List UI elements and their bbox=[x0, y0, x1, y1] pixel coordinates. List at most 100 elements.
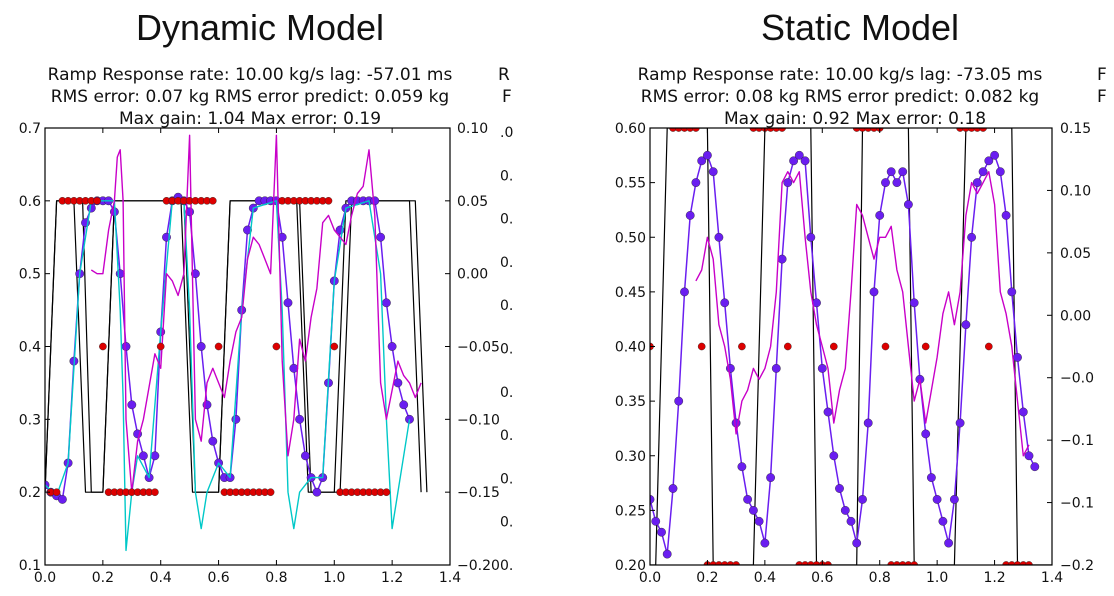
data-point-2-27 bbox=[196, 342, 206, 351]
data-point-1-36 bbox=[852, 538, 862, 548]
data-point-2-42 bbox=[283, 298, 293, 308]
data-point-3-12 bbox=[732, 561, 740, 565]
data-point-3-9 bbox=[715, 561, 723, 565]
data-point-1-38 bbox=[863, 418, 873, 428]
x-tick-label: 1.0 bbox=[926, 570, 948, 586]
y-tick-label: 0.1 bbox=[19, 558, 41, 574]
data-point-2-47 bbox=[312, 487, 322, 497]
x-tick-label: 0.8 bbox=[869, 570, 891, 586]
data-point-2-58 bbox=[376, 232, 385, 242]
data-point-1-53 bbox=[950, 494, 959, 504]
data-point-1-16 bbox=[737, 462, 747, 472]
x-tick-label: 0.4 bbox=[754, 570, 776, 586]
data-point-3-23 bbox=[807, 561, 815, 565]
y3-tick-label: 0. bbox=[500, 428, 513, 444]
y-tick-label: 0.30 bbox=[615, 449, 646, 465]
subtitle-overflow-1: R bbox=[498, 65, 510, 85]
data-point-1-51 bbox=[938, 516, 948, 526]
y3-tick-label: 0. bbox=[500, 212, 513, 228]
data-point-2-26 bbox=[190, 269, 200, 279]
data-point-5-49 bbox=[330, 342, 339, 351]
y2-tick-label: −0.1 bbox=[1060, 433, 1094, 449]
data-point-3-50 bbox=[1025, 561, 1033, 565]
series-line-2 bbox=[695, 170, 1030, 457]
subtitle-line-2: RMS error: 0.08 kg RMS error predict: 0.… bbox=[641, 87, 1039, 107]
subtitle-line-1: Ramp Response rate: 10.00 kg/s lag: -73.… bbox=[638, 65, 1043, 85]
y-tick-label: 0.5 bbox=[19, 267, 41, 283]
data-point-2-13 bbox=[115, 269, 125, 279]
y3-tick-label: 0. bbox=[500, 558, 513, 574]
y-tick-label: 0.25 bbox=[615, 503, 646, 519]
data-point-1-42 bbox=[886, 167, 896, 177]
subtitle-line-3: Max gain: 0.92 Max error: 0.18 bbox=[724, 109, 986, 129]
data-point-1-27 bbox=[800, 156, 810, 166]
data-point-1-32 bbox=[829, 451, 839, 461]
y-tick-label: 0.7 bbox=[19, 121, 41, 137]
data-point-2-3 bbox=[58, 494, 67, 504]
dynamic-model-chart: Dynamic Model Ramp Response rate: 10.00 … bbox=[19, 7, 514, 586]
data-point-2-33 bbox=[231, 414, 241, 424]
data-point-1-30 bbox=[817, 363, 827, 373]
data-point-1-45 bbox=[904, 200, 913, 209]
y2-tick-label: 0.05 bbox=[1060, 246, 1091, 262]
y2-tick-label: −0.1 bbox=[1060, 496, 1094, 512]
data-point-3-39 bbox=[921, 342, 930, 351]
y3-tick-label: 0. bbox=[500, 255, 513, 271]
x-tick-label: 0.6 bbox=[811, 570, 833, 586]
data-point-2-62 bbox=[399, 400, 409, 410]
y2-tick-label: 0.10 bbox=[457, 121, 488, 137]
data-point-1-35 bbox=[846, 516, 856, 526]
data-point-1-13 bbox=[720, 298, 730, 308]
data-point-1-8 bbox=[691, 178, 701, 188]
series-line-1 bbox=[45, 200, 422, 493]
data-point-1-50 bbox=[932, 494, 942, 504]
y-tick-label: 0.20 bbox=[615, 558, 646, 574]
data-point-1-52 bbox=[944, 538, 953, 548]
data-point-1-6 bbox=[680, 287, 689, 297]
data-point-3-49 bbox=[1019, 561, 1028, 565]
data-point-2-45 bbox=[300, 451, 310, 461]
data-point-2-17 bbox=[138, 451, 148, 461]
y-tick-label: 0.55 bbox=[615, 176, 646, 192]
data-point-1-22 bbox=[771, 363, 781, 373]
data-point-1-41 bbox=[881, 178, 890, 188]
data-point-1-43 bbox=[892, 178, 902, 188]
data-point-1-44 bbox=[898, 167, 908, 177]
data-point-1-1 bbox=[651, 516, 661, 526]
data-point-3-20 bbox=[784, 342, 792, 351]
data-point-1-46 bbox=[909, 298, 919, 308]
subtitle-line-1: Ramp Response rate: 10.00 kg/s lag: -57.… bbox=[48, 65, 453, 85]
x-tick-label: 1.2 bbox=[381, 570, 403, 586]
data-point-1-26 bbox=[794, 150, 804, 160]
data-point-3-13 bbox=[738, 342, 746, 351]
data-point-1-39 bbox=[869, 287, 879, 297]
y-tick-label: 0.45 bbox=[615, 285, 646, 301]
x-tick-label: 0.2 bbox=[92, 570, 114, 586]
data-point-1-9 bbox=[697, 156, 707, 166]
series-line-1 bbox=[650, 154, 1036, 555]
subtitle-overflow-1: F bbox=[1097, 65, 1107, 85]
data-point-3-26 bbox=[824, 561, 832, 565]
data-point-1-28 bbox=[806, 232, 816, 242]
data-point-1-31 bbox=[823, 407, 833, 417]
data-point-2-60 bbox=[387, 342, 397, 351]
y2-tick-label: 0.10 bbox=[1060, 183, 1091, 199]
y2-tick-label: −0.2 bbox=[1060, 558, 1094, 574]
data-point-3-8 bbox=[709, 561, 717, 565]
data-point-1-34 bbox=[840, 505, 850, 515]
data-point-1-65 bbox=[1018, 407, 1028, 417]
data-point-1-49 bbox=[927, 473, 936, 482]
y-tick-label: 0.60 bbox=[615, 121, 646, 137]
data-point-5-1 bbox=[52, 488, 61, 497]
data-point-1-18 bbox=[749, 505, 758, 515]
data-point-1-20 bbox=[760, 538, 770, 548]
chart-title: Static Model bbox=[761, 7, 959, 48]
data-point-2-57 bbox=[370, 196, 380, 206]
data-point-5-18 bbox=[151, 488, 159, 497]
y3-tick-label: .0 bbox=[500, 125, 513, 141]
x-tick-label: 0.0 bbox=[34, 570, 56, 586]
data-point-1-24 bbox=[783, 178, 793, 188]
data-point-5-9 bbox=[99, 342, 107, 351]
data-point-1-58 bbox=[978, 167, 988, 177]
